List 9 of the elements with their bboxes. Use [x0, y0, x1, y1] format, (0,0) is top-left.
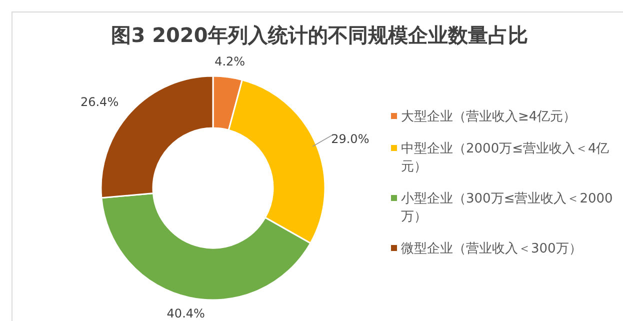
data-label: 4.2%	[214, 54, 246, 68]
data-label: 29.0%	[331, 132, 370, 146]
data-label: 26.4%	[80, 94, 119, 109]
chart-title: 图3 2020年列入统计的不同规模企业数量占比	[111, 23, 528, 47]
data-label: 40.4%	[166, 306, 205, 320]
legend-label: 微型企业（营业收入＜300万）	[401, 242, 582, 257]
legend-label: 大型企业（营业收入≥4亿元）	[401, 110, 576, 125]
legend-label: 中型企业（2000万≤营业收入＜4亿元）	[401, 142, 610, 175]
legend-label: 小型企业（300万≤营业收入＜2000万）	[401, 192, 613, 225]
